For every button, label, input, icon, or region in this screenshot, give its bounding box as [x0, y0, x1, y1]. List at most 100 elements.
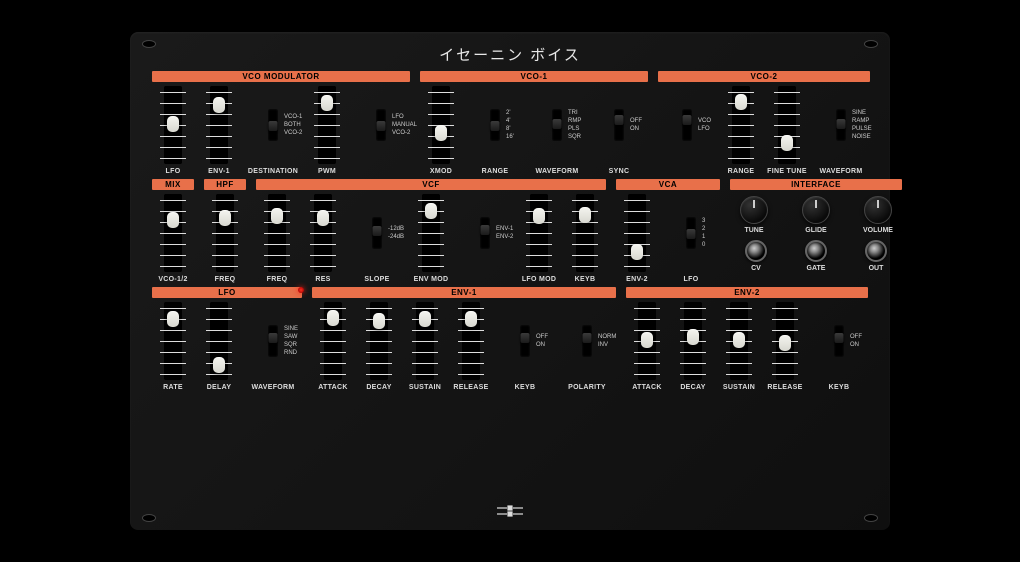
- slider-thumb[interactable]: [465, 311, 477, 327]
- tune-knob[interactable]: [740, 196, 768, 224]
- switch-destination: VCO-1BOTHVCO-2DESTINATION: [244, 86, 302, 175]
- switch-body[interactable]: TRIRMPPLSSQR: [550, 86, 564, 164]
- control-label: SUSTAIN: [409, 384, 441, 391]
- slider-track[interactable]: [416, 302, 434, 380]
- slider-track[interactable]: [628, 194, 646, 272]
- glide-knob[interactable]: [802, 196, 830, 224]
- slider-track[interactable]: [164, 302, 182, 380]
- switch-body[interactable]: OFFON: [612, 86, 626, 164]
- control-label: RATE: [163, 384, 183, 391]
- section-vco-modulator: VCO MODULATOR LFOENV-1VCO-1BOTHVCO-2DEST…: [152, 71, 410, 175]
- jack-gate: GATE: [798, 240, 834, 272]
- slider-release: RELEASE: [450, 302, 492, 391]
- control-label: DELAY: [207, 384, 232, 391]
- slider-track[interactable]: [730, 302, 748, 380]
- slider-thumb[interactable]: [687, 329, 699, 345]
- slider-track[interactable]: [576, 194, 594, 272]
- screw-icon: [864, 514, 878, 522]
- screw-icon: [142, 40, 156, 48]
- slider-track[interactable]: [638, 302, 656, 380]
- switch-body[interactable]: 3210: [684, 194, 698, 272]
- slider-thumb[interactable]: [735, 94, 747, 110]
- slider-thumb[interactable]: [435, 125, 447, 141]
- slider-track[interactable]: [324, 302, 342, 380]
- out-jack[interactable]: [865, 240, 887, 262]
- slider-track[interactable]: [370, 302, 388, 380]
- slider-track[interactable]: [462, 302, 480, 380]
- control-label: RANGE: [728, 168, 755, 175]
- slider-lfo: LFO: [152, 86, 194, 175]
- jack-label: GATE: [807, 265, 826, 272]
- screw-icon: [864, 40, 878, 48]
- switch-body[interactable]: -12dB-24dB: [370, 194, 384, 272]
- slider-thumb[interactable]: [419, 311, 431, 327]
- slider-env-mod: ENV MOD: [410, 194, 452, 283]
- section-header: VCO-1: [420, 71, 648, 82]
- switch-body[interactable]: LFOMANUALVCO-2: [374, 86, 388, 164]
- control-label: WAVEFORM: [535, 168, 578, 175]
- slider-track[interactable]: [318, 86, 336, 164]
- switch-body[interactable]: SINESAWSQRRND: [266, 302, 280, 380]
- slider-thumb[interactable]: [781, 135, 793, 151]
- row-1: VCO MODULATOR LFOENV-1VCO-1BOTHVCO-2DEST…: [152, 71, 868, 175]
- slider-track[interactable]: [432, 86, 450, 164]
- slider-track[interactable]: [268, 194, 286, 272]
- slider-thumb[interactable]: [733, 332, 745, 348]
- control-label: SLOPE: [364, 276, 389, 283]
- control-label: FREQ: [267, 276, 288, 283]
- slider-thumb[interactable]: [271, 208, 283, 224]
- control-label: RELEASE: [453, 384, 488, 391]
- slider-track[interactable]: [684, 302, 702, 380]
- slider-thumb[interactable]: [641, 332, 653, 348]
- switch-body[interactable]: VCO-1BOTHVCO-2: [266, 86, 280, 164]
- slider-thumb[interactable]: [167, 212, 179, 228]
- slider-track[interactable]: [778, 86, 796, 164]
- slider-track[interactable]: [732, 86, 750, 164]
- switch-body[interactable]: OFFON: [518, 302, 532, 380]
- slider-env-1: ENV-1: [198, 86, 240, 175]
- slider-thumb[interactable]: [321, 95, 333, 111]
- slider-thumb[interactable]: [631, 244, 643, 260]
- switch-body[interactable]: 2'4'8'16': [488, 86, 502, 164]
- section-vcf: VCF FREQRES-12dB-24dBSLOPEENV MODENV-1EN…: [256, 179, 606, 283]
- switch-body[interactable]: OFFON: [832, 302, 846, 380]
- slider-thumb[interactable]: [373, 313, 385, 329]
- switch-body[interactable]: VCOLFO: [680, 86, 694, 164]
- slider-track[interactable]: [776, 302, 794, 380]
- slider-thumb[interactable]: [219, 210, 231, 226]
- slider-track[interactable]: [164, 86, 182, 164]
- slider-thumb[interactable]: [533, 208, 545, 224]
- switch-select: ENV-1ENV-2: [456, 194, 514, 283]
- slider-track[interactable]: [216, 194, 234, 272]
- slider-track[interactable]: [422, 194, 440, 272]
- synth-panel: イセーニン ボイス VCO MODULATOR LFOENV-1VCO-1BOT…: [130, 32, 890, 530]
- slider-track[interactable]: [210, 86, 228, 164]
- control-label: ENV-1: [208, 168, 230, 175]
- switch-options: OFFON: [536, 333, 548, 349]
- slider-track[interactable]: [210, 302, 228, 380]
- slider-attack: ATTACK: [312, 302, 354, 391]
- slider-thumb[interactable]: [779, 335, 791, 351]
- cv-jack[interactable]: [745, 240, 767, 262]
- jack-cv: CV: [738, 240, 774, 272]
- gate-jack[interactable]: [805, 240, 827, 262]
- slider-thumb[interactable]: [327, 310, 339, 326]
- volume-knob[interactable]: [864, 196, 892, 224]
- control-label: WAVEFORM: [251, 384, 294, 391]
- slider-thumb[interactable]: [213, 357, 225, 373]
- slider-thumb[interactable]: [317, 210, 329, 226]
- slider-thumb[interactable]: [579, 207, 591, 223]
- slider-thumb[interactable]: [213, 97, 225, 113]
- slider-thumb[interactable]: [425, 203, 437, 219]
- slider-thumb[interactable]: [167, 311, 179, 327]
- slider-track[interactable]: [164, 194, 182, 272]
- slider-thumb[interactable]: [167, 116, 179, 132]
- switch-body[interactable]: ENV-1ENV-2: [478, 194, 492, 272]
- switch-body[interactable]: NORMINV: [580, 302, 594, 380]
- switch-sync: OFFONSYNC: [590, 86, 648, 175]
- switch-options: SINESAWSQRRND: [284, 325, 298, 357]
- switch-body[interactable]: SINERAMPPULSENOISE: [834, 86, 848, 164]
- slider-track[interactable]: [314, 194, 332, 272]
- slider-track[interactable]: [530, 194, 548, 272]
- control-label: DECAY: [680, 384, 705, 391]
